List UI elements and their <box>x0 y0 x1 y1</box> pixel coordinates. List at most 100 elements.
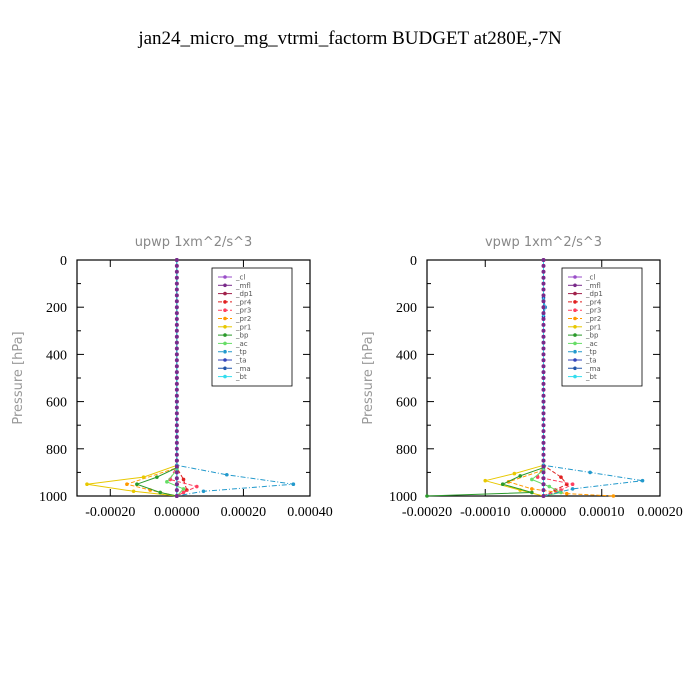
legend-entry: _pr1 <box>585 323 601 331</box>
legend-marker <box>573 341 577 346</box>
y-tick-label: 1000 <box>39 490 67 505</box>
zero-line-marker <box>174 446 179 451</box>
zero-line-marker <box>541 263 546 268</box>
data-point <box>181 477 186 482</box>
legend-marker <box>573 349 577 354</box>
legend-entry: _pr2 <box>235 315 251 323</box>
zero-line-marker <box>541 281 546 286</box>
legend-marker <box>573 275 577 279</box>
data-point <box>518 474 522 478</box>
data-point <box>535 475 540 479</box>
data-point <box>483 478 488 483</box>
legend-marker <box>573 358 577 362</box>
x-tick-label: 0.00010 <box>579 505 625 520</box>
zero-line-marker <box>541 258 546 262</box>
data-point <box>125 482 129 487</box>
zero-line-marker <box>174 358 179 363</box>
zero-line-marker <box>174 346 179 351</box>
zero-line-marker <box>174 376 179 380</box>
zero-line-marker <box>541 452 546 457</box>
legend-entry: _ta <box>235 357 247 365</box>
legend-marker <box>223 291 227 296</box>
y-tick-label: 600 <box>46 396 67 411</box>
zero-line-marker <box>174 470 179 475</box>
legend-entry: _mfl <box>235 282 251 290</box>
legend-marker <box>223 374 227 379</box>
legend-entry: _tp <box>585 348 597 356</box>
series-line <box>169 260 199 497</box>
y-tick-label: 600 <box>396 396 417 411</box>
legend-entry: _ma <box>585 365 601 373</box>
data-point <box>141 475 146 479</box>
legend-marker <box>223 358 227 362</box>
zero-line-marker <box>174 387 179 392</box>
zero-line-marker <box>541 405 546 410</box>
y-tick-label: 400 <box>46 348 67 363</box>
legend-entry: _ac <box>585 340 598 348</box>
zero-line-marker <box>174 269 179 274</box>
data-point <box>640 478 645 483</box>
legend-marker <box>223 333 227 337</box>
legend-entry: _bt <box>235 373 247 381</box>
legend-marker <box>223 316 227 321</box>
y-tick-label: 200 <box>396 301 417 316</box>
zero-line-marker <box>541 317 546 321</box>
y-tick-label: 200 <box>46 301 67 316</box>
data-point <box>165 480 169 484</box>
zero-line-marker <box>541 458 546 463</box>
panel-title: upwp 1xm^2/s^3 <box>135 235 253 250</box>
legend-marker <box>573 283 577 288</box>
legend-entry: _ta <box>585 357 597 365</box>
legend-marker <box>223 308 227 313</box>
series-line <box>125 260 178 497</box>
panel-title: vpwp 1xm^2/s^3 <box>485 235 602 250</box>
legend-marker <box>223 341 227 346</box>
zero-line-marker <box>174 281 179 286</box>
zero-line-marker <box>174 476 179 481</box>
y-tick-label: 0 <box>410 254 417 269</box>
legend-marker <box>573 325 577 329</box>
zero-line-marker <box>174 311 179 316</box>
zero-line-marker <box>541 334 546 339</box>
x-tick-label: 0.00000 <box>521 505 567 520</box>
zero-line-marker <box>541 482 546 487</box>
zero-line-marker <box>541 440 546 445</box>
panel-upwp: upwp 1xm^2/s^3 Pressure [hPa] 0 200 400 600 80… <box>11 235 333 520</box>
data-point <box>85 482 89 487</box>
data-point <box>530 477 534 482</box>
zero-line-marker <box>174 328 179 333</box>
zero-line-marker <box>541 287 546 292</box>
zero-line-marker <box>541 322 546 327</box>
data-point <box>565 491 569 496</box>
legend-entry: _cl <box>585 274 595 282</box>
zero-line-marker <box>174 405 179 410</box>
zero-line-marker <box>174 305 179 310</box>
x-tick-label: -0.00010 <box>460 505 510 520</box>
zero-line-marker <box>541 328 546 333</box>
x-tick-label: 0.00020 <box>637 505 683 520</box>
data-point <box>559 490 563 495</box>
zero-line-marker <box>174 381 179 386</box>
zero-line-marker <box>174 263 179 268</box>
zero-line-marker <box>174 440 179 445</box>
legend-entry: _tp <box>235 348 247 356</box>
zero-line-marker <box>541 464 546 469</box>
legend-entry: _cl <box>235 274 245 282</box>
legend-entry: _pr3 <box>585 307 601 315</box>
zero-line-marker <box>174 423 179 428</box>
zero-line-marker <box>174 293 179 298</box>
zero-line-marker <box>541 446 546 451</box>
legend-marker <box>223 275 227 279</box>
legend-entry: _pr1 <box>235 323 251 331</box>
zero-line-marker <box>541 370 546 375</box>
zero-line-marker <box>174 435 179 439</box>
zero-line-marker <box>174 275 179 280</box>
zero-line-marker <box>174 322 179 327</box>
zero-line-marker <box>541 340 546 345</box>
zero-line-marker <box>541 423 546 428</box>
legend-entry: _mfl <box>585 282 601 290</box>
data-point <box>588 470 592 475</box>
zero-line-marker <box>174 411 179 416</box>
zero-line-marker <box>541 494 546 498</box>
